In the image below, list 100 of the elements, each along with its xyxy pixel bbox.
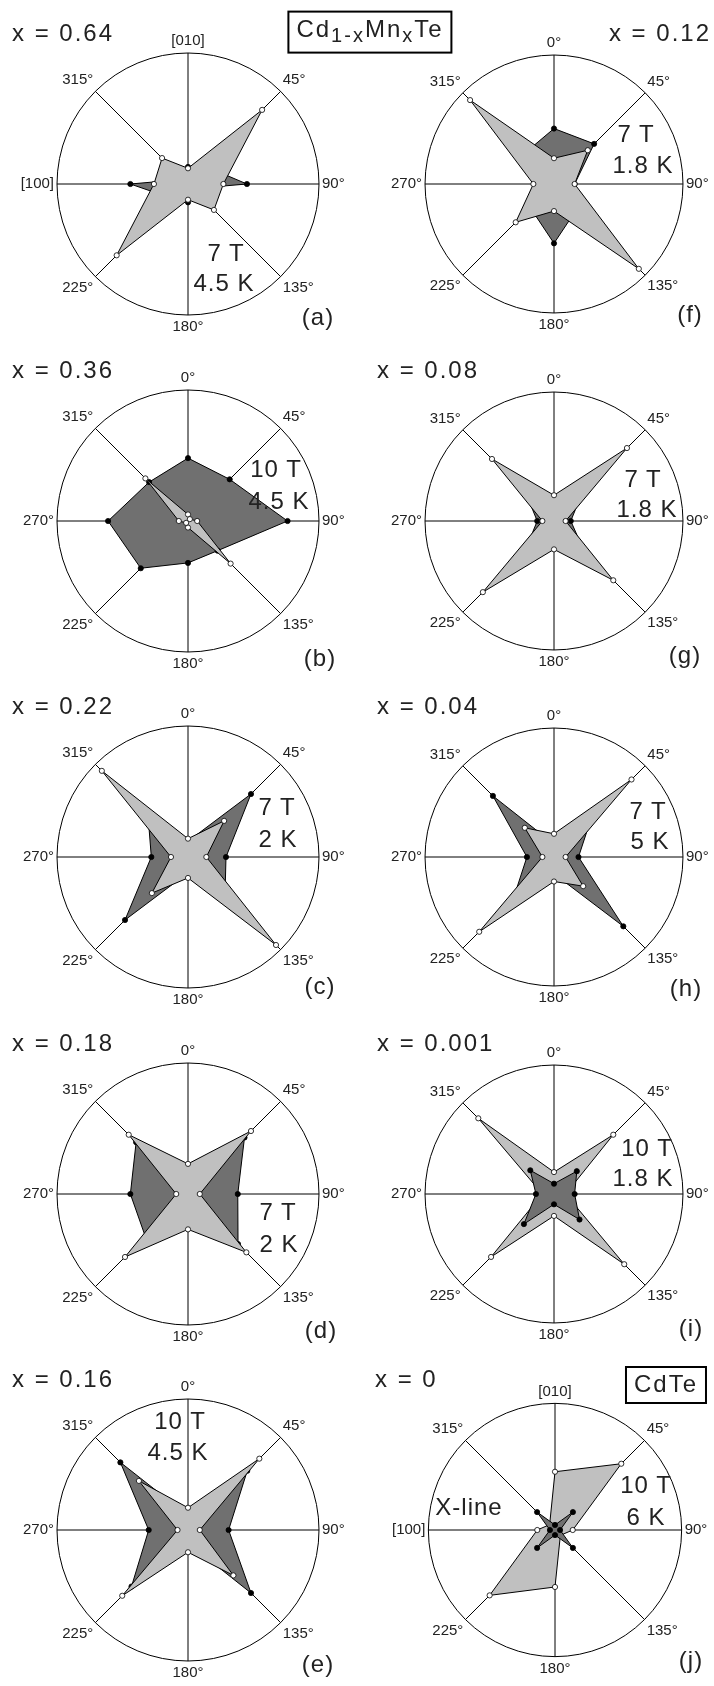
spoke-label: 180° <box>538 1324 570 1342</box>
spoke-label: 225° <box>62 1623 94 1641</box>
spoke-label: 180° <box>538 651 570 669</box>
spoke-label: 45° <box>282 743 306 761</box>
spoke-label: 90° <box>684 1520 708 1538</box>
spoke-label: 270° <box>390 510 423 528</box>
chart-title: x = 0.001 <box>377 1028 495 1056</box>
text: 4.5 K <box>193 269 255 296</box>
text: 1.8 K <box>612 1163 674 1191</box>
text: 10 T <box>620 1471 672 1498</box>
spoke-label: 180° <box>172 1663 204 1681</box>
spoke-label: 0° <box>546 33 562 51</box>
spoke-label: 45° <box>282 1416 306 1434</box>
spoke-label: 45° <box>647 408 671 426</box>
spoke-label: 225° <box>62 1287 94 1305</box>
text: Cd$_{1-x}$Mn$_{x}$Te <box>287 10 453 54</box>
spoke-label: [100] <box>20 174 54 192</box>
text: 1.8 K <box>612 151 674 178</box>
spoke-label: 135° <box>282 950 314 968</box>
spoke-label: 270° <box>22 510 54 528</box>
spoke-label: [100] <box>391 1520 426 1538</box>
spoke-label: [010] <box>171 31 205 49</box>
spoke-label: 45° <box>647 744 671 762</box>
spoke-label: 270° <box>22 847 54 865</box>
chart-title: x = 0.64 <box>12 19 115 46</box>
spoke-label: 135° <box>647 949 679 967</box>
spoke-label: 90° <box>322 174 345 192</box>
text: (c) <box>304 972 336 999</box>
spoke-label: 90° <box>322 510 345 528</box>
spoke-label: 315° <box>62 406 94 424</box>
spoke-label: 0° <box>180 367 196 385</box>
spoke-label: 0° <box>180 1040 196 1058</box>
spoke-label: 0° <box>546 369 562 387</box>
text: 6 K <box>626 1503 666 1530</box>
spoke-label: 225° <box>62 614 94 632</box>
spoke-label: 135° <box>647 612 679 630</box>
chart-title: x = 0.22 <box>12 692 115 719</box>
spoke-label: 45° <box>282 406 306 424</box>
spoke-label: 180° <box>172 990 204 1008</box>
text: 1.8 K <box>616 494 678 522</box>
chart-title: x = 0.08 <box>377 355 480 383</box>
spoke-label: 0° <box>546 1042 562 1060</box>
spoke-label: 45° <box>647 1081 671 1099</box>
text: 7 T <box>207 239 245 266</box>
text: 7 T <box>258 793 296 820</box>
spoke-label: [010] <box>538 1381 572 1399</box>
text: 5 K <box>630 827 670 854</box>
spoke-label: 315° <box>429 71 461 89</box>
spoke-label: 315° <box>429 1081 461 1099</box>
spoke-label: 225° <box>429 276 461 294</box>
spoke-label: 0° <box>180 1377 196 1395</box>
spoke-label: 180° <box>172 1326 204 1344</box>
spoke-label: 0° <box>546 706 562 724</box>
spoke-label: 315° <box>62 743 94 761</box>
spoke-label: 135° <box>282 614 314 632</box>
spoke-label: 135° <box>647 276 679 294</box>
text: (f) <box>677 300 703 327</box>
spoke-label: 180° <box>538 315 570 333</box>
spoke-label: 315° <box>62 1416 94 1434</box>
spoke-label: 135° <box>282 277 314 295</box>
text: 7 T <box>624 464 662 492</box>
chart-title: x = 0.12 <box>608 19 711 46</box>
text: 7 T <box>259 1197 297 1225</box>
spoke-label: 315° <box>62 1079 94 1097</box>
spoke-label: 225° <box>429 949 461 967</box>
spoke-label: 90° <box>685 1183 709 1201</box>
chart-title: x = 0.18 <box>12 1028 115 1056</box>
spoke-label: 180° <box>172 317 204 335</box>
spoke-label: 180° <box>538 988 570 1006</box>
spoke-label: 90° <box>685 510 709 528</box>
spoke-label: 0° <box>180 704 196 722</box>
text: 4.5 K <box>147 1438 209 1465</box>
spoke-label: 135° <box>282 1623 314 1641</box>
spoke-label: 315° <box>432 1419 464 1437</box>
text: 10 T <box>250 454 302 482</box>
spoke-label: 270° <box>390 847 423 865</box>
spoke-label: 90° <box>685 174 709 192</box>
spoke-label: 315° <box>429 744 461 762</box>
text: 2 K <box>259 1229 299 1257</box>
text: 10 T <box>154 1407 206 1434</box>
spoke-label: 180° <box>172 653 204 671</box>
spoke-label: 270° <box>390 1183 423 1201</box>
text: (g) <box>668 640 702 668</box>
text: 7 T <box>629 797 667 824</box>
spoke-label: 270° <box>22 1520 54 1538</box>
text: (h) <box>669 974 703 1001</box>
spoke-label: 225° <box>429 1285 461 1303</box>
chart-title: x = 0 <box>375 1365 438 1392</box>
spoke-label: 270° <box>22 1183 54 1201</box>
text: 2 K <box>258 825 298 852</box>
text: X-line <box>435 1493 503 1520</box>
spoke-label: 315° <box>429 408 461 426</box>
spoke-label: 90° <box>685 847 709 865</box>
spoke-label: 90° <box>322 1520 345 1538</box>
spoke-label: 180° <box>539 1658 571 1676</box>
chart-title: x = 0.04 <box>377 692 480 719</box>
spoke-label: 45° <box>282 70 306 88</box>
spoke-label: 45° <box>646 1419 670 1437</box>
text: 10 T <box>621 1133 673 1161</box>
spoke-label: 135° <box>646 1620 678 1638</box>
